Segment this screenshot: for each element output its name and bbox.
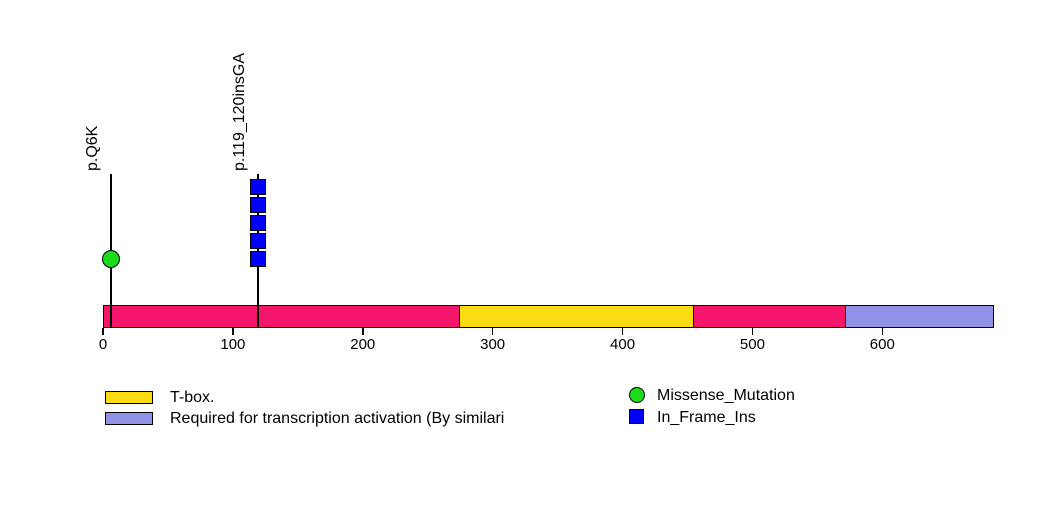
axis-tick bbox=[751, 328, 754, 335]
mutation-marker-square bbox=[250, 251, 267, 267]
axis-tick bbox=[362, 328, 364, 335]
mutation-stem bbox=[257, 174, 259, 327]
legend-swatch-tbox bbox=[105, 391, 153, 404]
axis-tick-label: 300 bbox=[480, 336, 506, 353]
axis-tick bbox=[102, 328, 104, 335]
mutation-marker-square bbox=[250, 179, 267, 195]
legend-marker-missense-icon bbox=[629, 387, 645, 403]
axis-tick bbox=[232, 328, 234, 335]
axis-tick-label: 500 bbox=[739, 336, 765, 353]
legend-label-transcription-activation: Required for transcription activation (B… bbox=[170, 410, 505, 427]
legend-swatch-transcription-activation bbox=[105, 412, 153, 425]
domain-region-0 bbox=[458, 304, 694, 328]
axis-tick bbox=[491, 328, 494, 335]
axis-tick bbox=[881, 328, 884, 335]
domain-region-1 bbox=[844, 304, 994, 328]
mutation-label: p.Q6K bbox=[83, 125, 101, 171]
mutation-marker-square bbox=[250, 197, 267, 213]
axis-tick-label: 600 bbox=[869, 336, 895, 353]
axis-tick-label: 100 bbox=[220, 336, 246, 353]
axis-tick-label: 400 bbox=[610, 336, 636, 353]
axis-tick-label: 0 bbox=[98, 336, 108, 353]
axis-tick bbox=[621, 328, 624, 335]
legend-marker-inframe-ins-icon bbox=[629, 409, 644, 424]
legend-label-tbox: T-box. bbox=[170, 389, 215, 406]
legend-label-missense: Missense_Mutation bbox=[657, 387, 795, 404]
axis-tick-label: 200 bbox=[350, 336, 376, 353]
legend-label-inframe-ins: In_Frame_Ins bbox=[657, 409, 756, 426]
mutation-marker-circle bbox=[101, 250, 120, 268]
mutation-marker-square bbox=[250, 233, 267, 249]
mutation-label: p.119_120insGA bbox=[231, 52, 249, 171]
mutation-marker-square bbox=[250, 215, 267, 231]
